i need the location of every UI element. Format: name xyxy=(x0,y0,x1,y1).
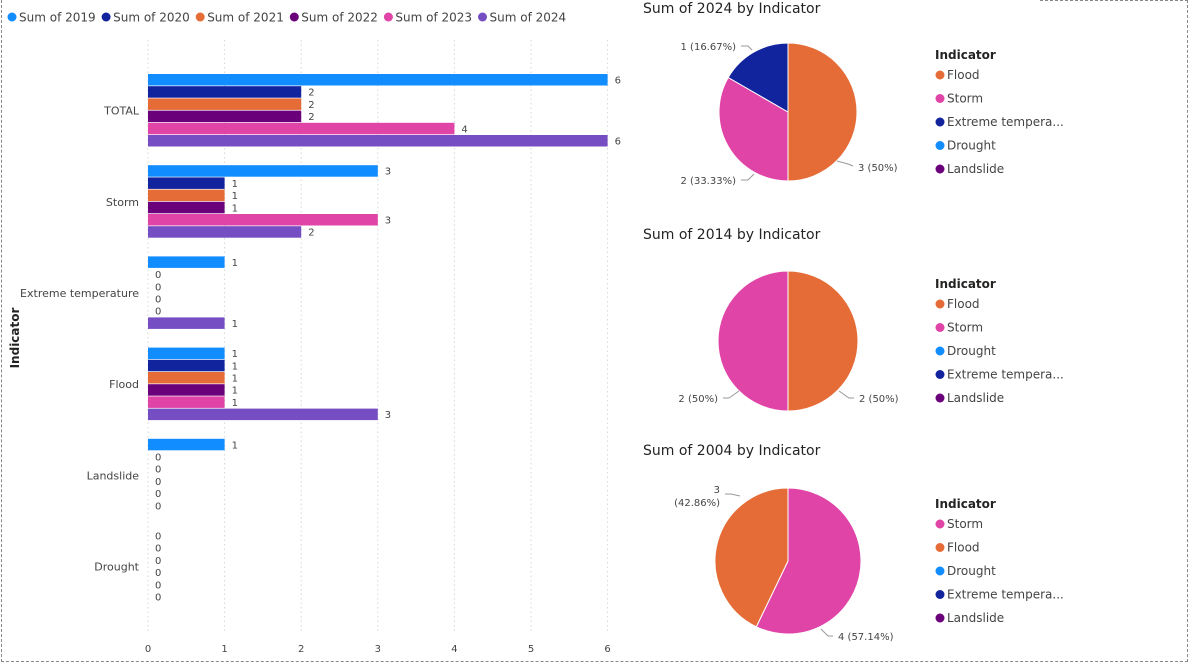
bar-storm-1[interactable] xyxy=(148,165,378,177)
data-label: 0 xyxy=(155,580,161,591)
bar-total-3[interactable] xyxy=(148,98,302,110)
y-category-label: Storm xyxy=(106,196,139,209)
data-label: 0 xyxy=(155,568,161,579)
x-tick-label: 4 xyxy=(451,644,457,655)
data-label: 0 xyxy=(155,453,161,464)
bar-storm-2[interactable] xyxy=(148,177,225,189)
legend-marker xyxy=(478,12,487,22)
bar-flood-2[interactable] xyxy=(148,359,225,372)
legend-label: Sum of 2020 xyxy=(113,11,190,25)
data-label: 0 xyxy=(155,489,161,500)
data-label: 0 xyxy=(155,477,161,488)
legend-item-2[interactable]: Sum of 2020 xyxy=(101,11,190,25)
legend-marker xyxy=(7,12,17,22)
data-label: 2 xyxy=(308,100,314,111)
x-tick-label: 6 xyxy=(604,644,610,655)
x-tick-label: 0 xyxy=(145,644,151,655)
data-label: 0 xyxy=(155,295,161,306)
data-label: 0 xyxy=(155,501,161,512)
x-tick-label: 5 xyxy=(528,644,534,655)
x-tick-label: 2 xyxy=(298,644,304,655)
legend-label: Sum of 2021 xyxy=(207,11,284,25)
data-label: 1 xyxy=(232,398,238,409)
data-label: 0 xyxy=(155,270,161,281)
data-label: 1 xyxy=(232,179,238,190)
bar-storm-3[interactable] xyxy=(148,189,225,202)
data-label: 0 xyxy=(155,593,161,604)
bar-extreme-temperature-6[interactable] xyxy=(148,317,225,329)
legend-label: Sum of 2019 xyxy=(19,11,96,25)
bar-total-6[interactable] xyxy=(148,135,608,147)
data-label: 1 xyxy=(232,319,238,330)
data-label: 1 xyxy=(232,361,238,372)
data-label: 2 xyxy=(308,228,314,239)
bar-total-4[interactable] xyxy=(148,110,302,123)
bar-total-5[interactable] xyxy=(148,122,455,135)
y-category-label: Extreme temperature xyxy=(20,287,139,300)
data-label: 1 xyxy=(232,203,238,214)
data-label: 0 xyxy=(155,307,161,318)
legend-item-5[interactable]: Sum of 2023 xyxy=(383,11,472,25)
legend-item-3[interactable]: Sum of 2021 xyxy=(195,11,284,25)
data-label: 3 xyxy=(385,167,391,178)
data-label: 2 xyxy=(308,112,314,123)
x-tick-label: 1 xyxy=(221,644,227,655)
bar-storm-6[interactable] xyxy=(148,226,302,238)
data-label: 6 xyxy=(615,76,621,87)
x-tick-label: 3 xyxy=(375,644,381,655)
bar-total-1[interactable] xyxy=(148,74,608,86)
bar-extreme-temperature-1[interactable] xyxy=(148,256,225,268)
legend-marker xyxy=(101,12,111,22)
data-label: 3 xyxy=(385,410,391,421)
data-label: 0 xyxy=(155,544,161,555)
data-label: 4 xyxy=(461,124,467,135)
legend-marker xyxy=(195,12,205,22)
legend-item-4[interactable]: Sum of 2022 xyxy=(289,11,378,25)
legend-marker xyxy=(383,12,393,22)
data-label: 1 xyxy=(232,258,238,269)
bar-landslide-1[interactable] xyxy=(148,438,225,451)
bar-flood-3[interactable] xyxy=(148,372,225,384)
bar-flood-1[interactable] xyxy=(148,347,225,360)
y-axis-title: Indicator xyxy=(8,308,22,369)
clustered-bar-chart[interactable]: Sum of 2019 Sum of 2020 Sum of 2021 Sum of … xyxy=(0,0,640,664)
bar-flood-6[interactable] xyxy=(148,408,378,421)
data-label: 2 xyxy=(308,88,314,99)
bar-total-2[interactable] xyxy=(148,86,302,98)
y-category-label: Landslide xyxy=(87,469,140,482)
data-label: 3 xyxy=(385,216,391,227)
bar-flood-5[interactable] xyxy=(148,396,225,408)
legend-item-1[interactable]: Sum of 2019 xyxy=(7,11,96,25)
data-label: 0 xyxy=(155,556,161,567)
data-label: 0 xyxy=(155,282,161,293)
data-label: 1 xyxy=(232,374,238,385)
legend-item-6[interactable]: Sum of 2024 xyxy=(478,11,566,25)
data-label: 1 xyxy=(232,349,238,360)
legend-marker xyxy=(289,12,299,22)
data-label: 0 xyxy=(155,465,161,476)
bar-storm-5[interactable] xyxy=(148,214,378,226)
data-label: 0 xyxy=(155,532,161,543)
legend-label: Sum of 2023 xyxy=(395,11,472,25)
data-label: 1 xyxy=(232,191,238,202)
data-label: 6 xyxy=(615,137,621,148)
legend-label: Sum of 2022 xyxy=(301,11,378,25)
bar-flood-4[interactable] xyxy=(148,384,225,396)
data-label: 1 xyxy=(232,440,238,451)
visual-border-top xyxy=(1040,0,1188,1)
data-label: 1 xyxy=(232,386,238,397)
bar-storm-4[interactable] xyxy=(148,201,225,214)
y-category-label: TOTAL xyxy=(103,105,140,118)
y-category-label: Flood xyxy=(109,378,139,391)
legend-label: Sum of 2024 xyxy=(490,11,567,25)
y-category-label: Drought xyxy=(94,561,139,574)
